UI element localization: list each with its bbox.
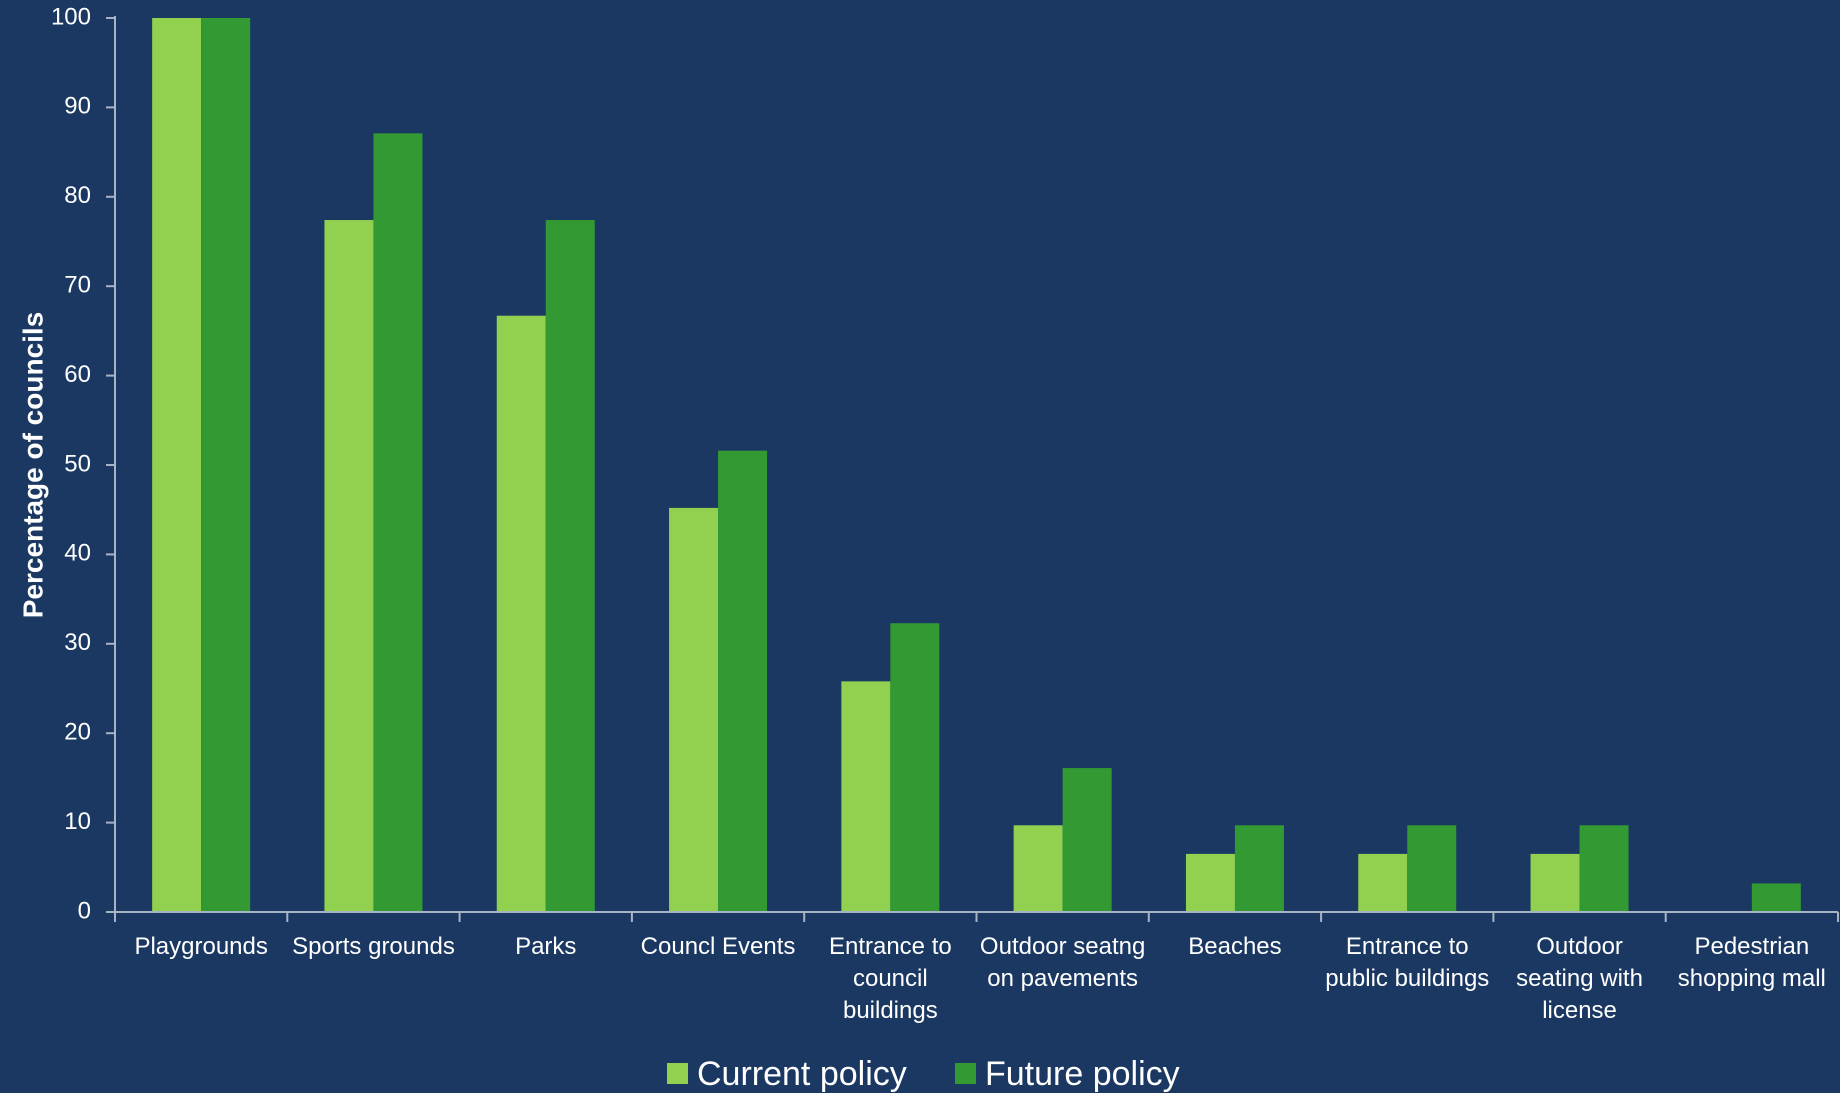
x-tick-label-5: Outdoor seatng on pavements: [980, 933, 1145, 992]
y-tick-label-50: 50: [64, 450, 91, 477]
bar-future-4: [890, 623, 940, 912]
bar-current-8: [1530, 853, 1580, 912]
y-tick-label-70: 70: [64, 272, 91, 299]
y-tick-label-80: 80: [64, 182, 91, 209]
bar-current-3: [669, 507, 719, 912]
axes: [106, 16, 1839, 922]
y-tick-label-40: 40: [64, 540, 91, 567]
bar-current-5: [1013, 825, 1063, 912]
bar-future-0: [201, 18, 251, 912]
bar-future-6: [1234, 825, 1284, 912]
y-tick-label-30: 30: [64, 629, 91, 656]
y-tick-label-10: 10: [64, 808, 91, 835]
bars: [152, 18, 1801, 913]
bar-future-8: [1579, 825, 1629, 912]
y-tick-label-60: 60: [64, 361, 91, 388]
bar-current-2: [496, 315, 546, 912]
x-tick-label-4: Entrance to council buildings: [829, 933, 952, 1024]
x-tick-label-8: Outdoor seating with license: [1516, 933, 1643, 1024]
legend-label-current: Current policy: [697, 1055, 907, 1093]
bar-current-6: [1185, 853, 1235, 912]
bar-current-4: [841, 681, 891, 912]
bar-future-9: [1751, 883, 1801, 912]
bar-current-1: [324, 220, 374, 912]
y-tick-labels: 0 10 20 30 40 50 60 70 80 90 100: [51, 3, 91, 924]
x-tick-label-7: Entrance to public buildings: [1325, 933, 1489, 992]
bar-future-7: [1407, 825, 1457, 912]
bar-current-7: [1358, 853, 1408, 912]
legend: Current policy Future policy: [667, 1055, 1180, 1093]
y-tick-label-0: 0: [78, 897, 91, 924]
y-axis-title: Percentage of councils: [17, 312, 48, 619]
y-tick-label-90: 90: [64, 93, 91, 120]
bar-future-2: [545, 220, 595, 912]
x-tick-label-0: Playgrounds: [134, 933, 267, 960]
y-tick-label-100: 100: [51, 3, 91, 30]
x-tick-labels: Playgrounds Sports grounds Parks Councl Eve…: [134, 933, 1825, 1024]
legend-swatch-current: [667, 1063, 688, 1084]
x-tick-label-3: Councl Events: [641, 933, 796, 960]
bar-current-0: [152, 18, 202, 912]
bar-future-1: [373, 133, 423, 913]
legend-swatch-future: [955, 1063, 976, 1084]
bar-future-3: [718, 450, 768, 912]
x-tick-label-9: Pedestrian shopping mall: [1678, 933, 1826, 992]
bar-future-5: [1062, 768, 1112, 912]
x-tick-label-1: Sports grounds: [292, 933, 455, 960]
legend-label-future: Future policy: [985, 1055, 1180, 1093]
x-tick-label-2: Parks: [515, 933, 576, 960]
x-tick-label-6: Beaches: [1188, 933, 1281, 960]
y-tick-label-20: 20: [64, 719, 91, 746]
